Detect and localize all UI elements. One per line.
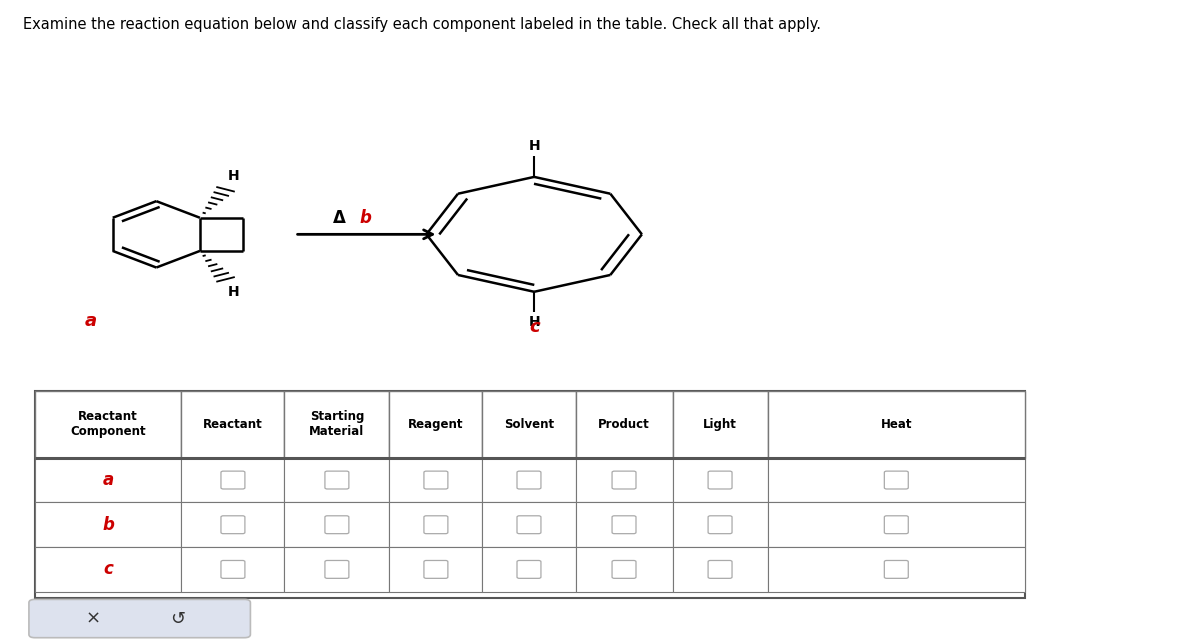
Bar: [768, 458, 1025, 503]
Text: c: c: [103, 560, 113, 578]
Bar: [672, 458, 768, 503]
Bar: [284, 503, 389, 547]
Bar: [35, 547, 181, 592]
Text: b: b: [360, 210, 371, 228]
Text: c: c: [529, 318, 540, 336]
FancyBboxPatch shape: [708, 560, 732, 578]
Bar: [181, 391, 284, 458]
Bar: [181, 547, 284, 592]
FancyBboxPatch shape: [424, 471, 448, 489]
Text: a: a: [102, 471, 114, 489]
Text: H: H: [228, 285, 239, 299]
Bar: [576, 391, 672, 458]
Text: Starting
Material: Starting Material: [310, 410, 365, 438]
Bar: [389, 458, 482, 503]
Bar: [482, 458, 576, 503]
Text: H: H: [528, 315, 540, 329]
Text: Examine the reaction equation below and classify each component labeled in the t: Examine the reaction equation below and …: [23, 17, 821, 32]
Text: H: H: [528, 139, 540, 153]
FancyBboxPatch shape: [221, 516, 245, 534]
FancyBboxPatch shape: [221, 560, 245, 578]
Bar: [35, 503, 181, 547]
FancyBboxPatch shape: [517, 560, 541, 578]
Bar: [768, 391, 1025, 458]
FancyBboxPatch shape: [29, 599, 251, 638]
Text: ×: ×: [86, 610, 101, 628]
Bar: [576, 503, 672, 547]
FancyBboxPatch shape: [325, 560, 349, 578]
FancyBboxPatch shape: [612, 471, 636, 489]
FancyBboxPatch shape: [325, 471, 349, 489]
FancyBboxPatch shape: [708, 471, 732, 489]
Text: Reactant
Component: Reactant Component: [71, 410, 146, 438]
Bar: [284, 547, 389, 592]
Bar: [482, 503, 576, 547]
FancyBboxPatch shape: [221, 471, 245, 489]
Bar: [284, 391, 389, 458]
Text: Solvent: Solvent: [504, 418, 554, 431]
Text: Product: Product: [598, 418, 650, 431]
FancyBboxPatch shape: [325, 516, 349, 534]
FancyBboxPatch shape: [517, 471, 541, 489]
Bar: [672, 503, 768, 547]
Bar: [284, 458, 389, 503]
Bar: [482, 391, 576, 458]
FancyBboxPatch shape: [884, 560, 908, 578]
Bar: [768, 503, 1025, 547]
Text: Δ: Δ: [332, 210, 346, 228]
Bar: [576, 547, 672, 592]
Bar: [181, 458, 284, 503]
FancyBboxPatch shape: [517, 516, 541, 534]
Bar: [389, 547, 482, 592]
Text: Reagent: Reagent: [408, 418, 463, 431]
Text: Heat: Heat: [881, 418, 912, 431]
Bar: [35, 458, 181, 503]
FancyBboxPatch shape: [612, 516, 636, 534]
FancyBboxPatch shape: [612, 560, 636, 578]
Text: b: b: [102, 516, 114, 534]
Text: ↺: ↺: [170, 610, 185, 628]
Bar: [35, 391, 1025, 598]
Bar: [389, 391, 482, 458]
Bar: [672, 391, 768, 458]
Bar: [576, 458, 672, 503]
FancyBboxPatch shape: [708, 516, 732, 534]
Bar: [768, 547, 1025, 592]
FancyBboxPatch shape: [424, 516, 448, 534]
Bar: [35, 391, 181, 458]
FancyBboxPatch shape: [424, 560, 448, 578]
Text: H: H: [228, 169, 239, 183]
Bar: [672, 547, 768, 592]
Bar: [389, 503, 482, 547]
FancyBboxPatch shape: [884, 516, 908, 534]
Bar: [482, 547, 576, 592]
FancyBboxPatch shape: [884, 471, 908, 489]
Text: Light: Light: [703, 418, 737, 431]
Text: a: a: [85, 312, 97, 329]
Text: Reactant: Reactant: [203, 418, 263, 431]
Bar: [181, 503, 284, 547]
